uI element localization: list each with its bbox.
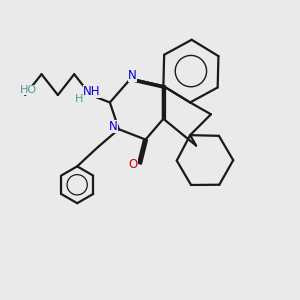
Text: H: H xyxy=(75,94,83,103)
Text: HO: HO xyxy=(20,85,37,95)
Text: N: N xyxy=(128,69,136,82)
Text: NH: NH xyxy=(83,85,101,98)
Text: O: O xyxy=(128,158,138,171)
Text: N: N xyxy=(109,120,118,133)
